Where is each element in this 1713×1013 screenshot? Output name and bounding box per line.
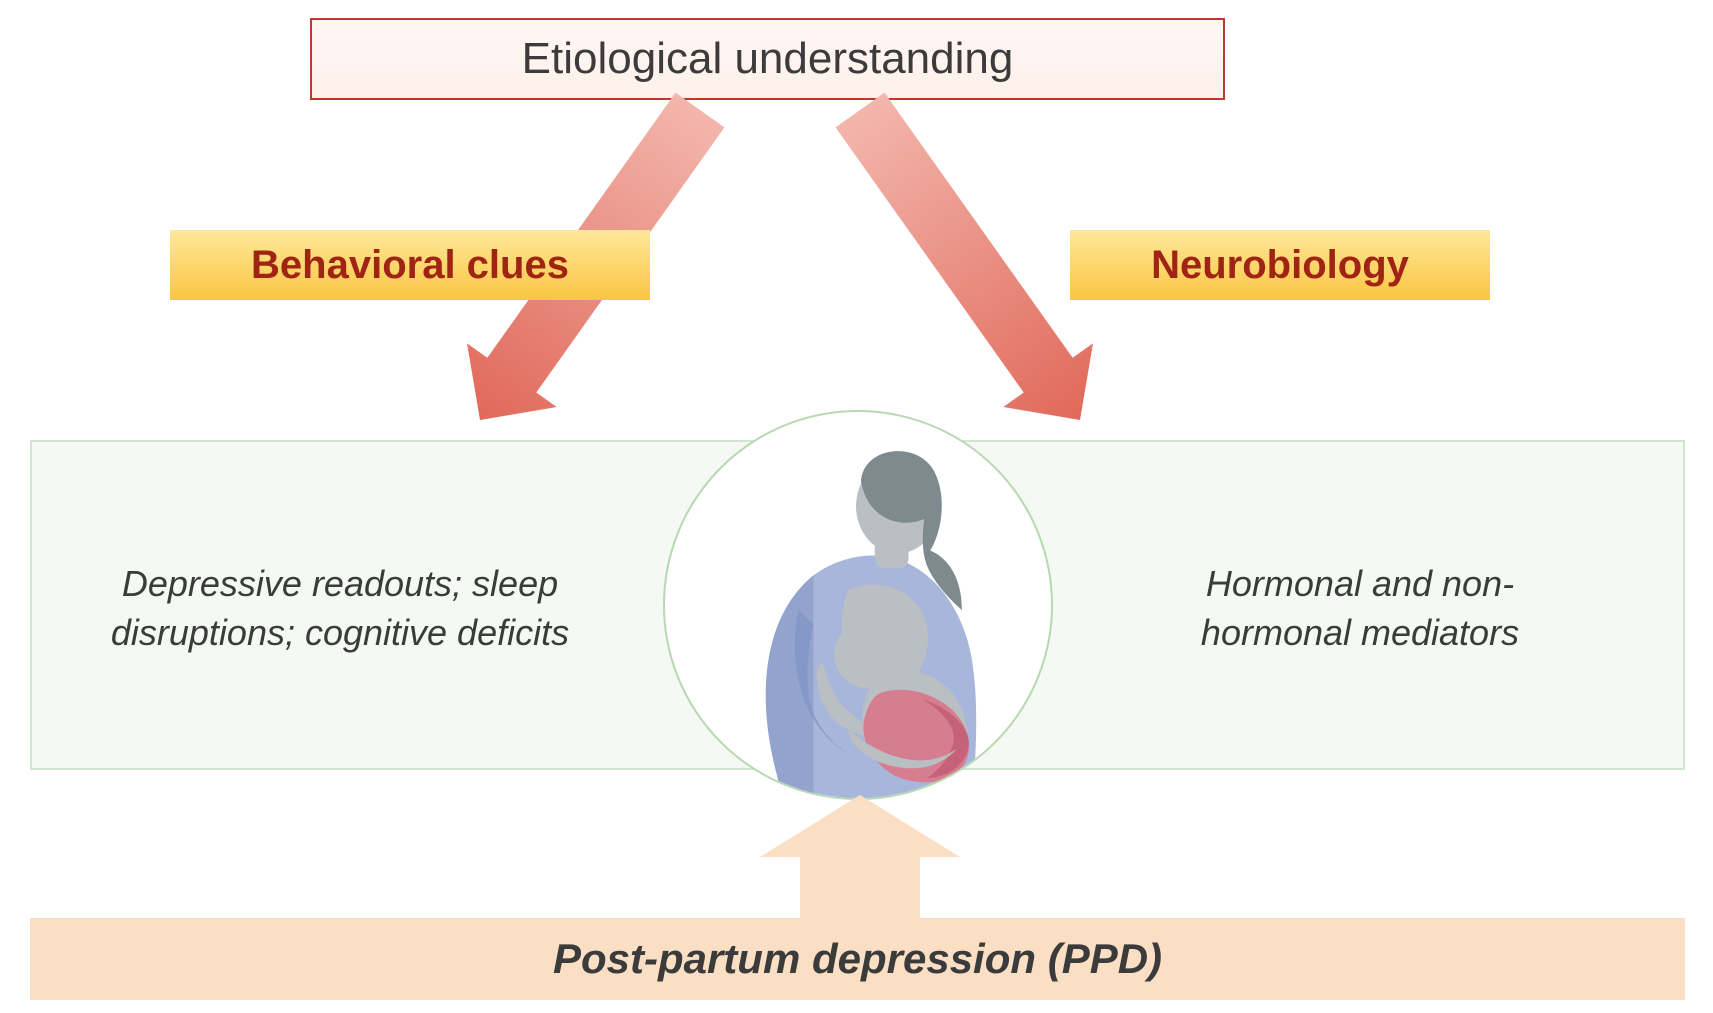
mid-right-line1: Hormonal and non- xyxy=(1206,563,1514,604)
mother-baby-circle xyxy=(663,410,1053,800)
middle-text-right: Hormonal and non- hormonal mediators xyxy=(1120,560,1600,657)
category-left-text: Behavioral clues xyxy=(251,243,569,288)
bottom-text: Post-partum depression (PPD) xyxy=(553,935,1162,983)
category-behavioral-clues: Behavioral clues xyxy=(170,230,650,300)
up-arrow-head xyxy=(760,795,960,857)
bottom-bar-ppd: Post-partum depression (PPD) xyxy=(30,918,1685,1000)
mother-breastfeeding-icon xyxy=(665,412,1051,798)
mid-left-line2: disruptions; cognitive deficits xyxy=(111,612,569,653)
middle-text-left: Depressive readouts; sleep disruptions; … xyxy=(80,560,600,657)
category-neurobiology: Neurobiology xyxy=(1070,230,1490,300)
up-arrow-stem xyxy=(800,855,920,918)
mid-right-line2: hormonal mediators xyxy=(1201,612,1519,653)
mid-left-line1: Depressive readouts; sleep xyxy=(122,563,558,604)
category-right-text: Neurobiology xyxy=(1151,243,1409,288)
